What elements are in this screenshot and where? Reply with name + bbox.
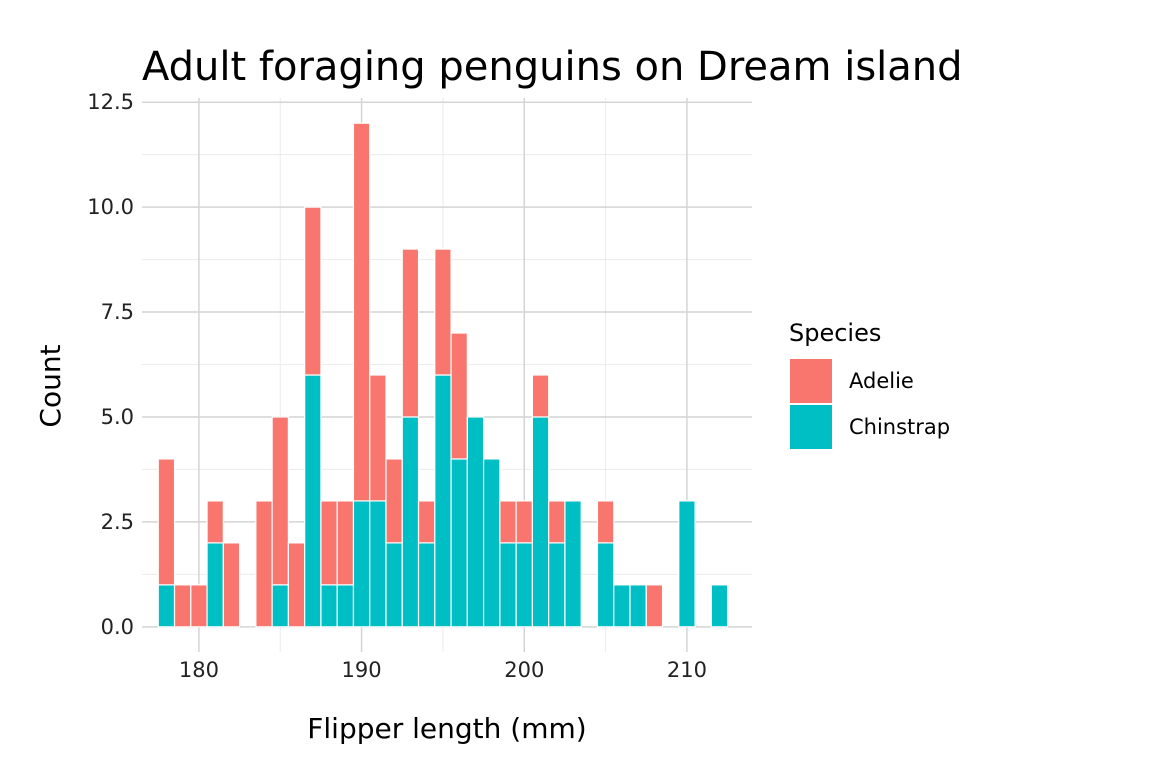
y-tick-label: 10.0 [87, 195, 134, 219]
bar-adelie-181 [206, 500, 224, 544]
bar-adelie-190 [352, 122, 371, 502]
bar-adelie-187 [304, 206, 322, 376]
x-tick-label: 210 [667, 658, 707, 682]
y-tick-label: 0.0 [101, 615, 134, 639]
bar-chinstrap-189 [336, 584, 355, 628]
bar-chinstrap-192 [385, 542, 403, 628]
bar-adelie-202 [548, 500, 566, 544]
y-axis-title: Count [34, 344, 67, 427]
bar-chinstrap-202 [548, 542, 566, 628]
grid-lines [142, 98, 752, 652]
bar-adelie-200 [515, 500, 534, 544]
bar-adelie-180 [190, 584, 208, 628]
bar-adelie-194 [417, 500, 436, 544]
bar-chinstrap-195 [434, 374, 452, 628]
bar-chinstrap-198 [483, 458, 501, 628]
bar-adelie-182 [222, 542, 241, 628]
bar-chinstrap-194 [417, 542, 436, 628]
bar-chinstrap-199 [499, 542, 517, 628]
bar-adelie-186 [287, 542, 306, 628]
bar-chinstrap-206 [613, 584, 631, 628]
x-tick-label: 180 [179, 658, 219, 682]
bar-adelie-193 [401, 248, 420, 418]
x-axis-ticks: 180 190 200 210 [179, 658, 707, 682]
bar-chinstrap-197 [466, 416, 485, 628]
bar-adelie-196 [450, 332, 468, 460]
bar-adelie-178 [157, 458, 176, 586]
bar-chinstrap-203 [564, 500, 582, 628]
bar-chinstrap-196 [450, 458, 468, 628]
x-axis-title: Flipper length (mm) [307, 712, 586, 745]
x-tick-label: 190 [342, 658, 382, 682]
legend: Species Adelie Chinstrap [789, 319, 950, 449]
legend-swatch-chinstrap [790, 405, 832, 449]
bar-adelie-179 [173, 584, 192, 628]
bar-adelie-184 [255, 500, 273, 628]
y-tick-label: 2.5 [101, 510, 134, 534]
legend-items: Adelie Chinstrap [790, 359, 950, 449]
y-tick-label: 12.5 [87, 90, 134, 114]
chart-title: Adult foraging penguins on Dream island [142, 44, 963, 90]
bar-chinstrap-201 [531, 416, 550, 628]
bar-chinstrap-210 [678, 500, 696, 628]
legend-swatch-adelie [790, 359, 832, 403]
bar-adelie-205 [596, 500, 615, 544]
bar-adelie-185 [271, 416, 289, 586]
x-tick-label: 200 [504, 658, 544, 682]
y-axis-ticks: 0.0 2.5 5.0 7.5 10.0 12.5 [87, 90, 134, 639]
bar-adelie-201 [531, 374, 550, 418]
y-tick-label: 5.0 [101, 405, 134, 429]
bar-adelie-188 [320, 500, 338, 586]
bar-chinstrap-188 [320, 584, 338, 628]
legend-label-adelie: Adelie [849, 369, 914, 393]
bar-chinstrap-207 [629, 584, 647, 628]
bar-chinstrap-190 [352, 500, 371, 628]
bar-chinstrap-191 [369, 500, 387, 628]
bars-layer [157, 122, 729, 628]
bar-adelie-189 [336, 500, 355, 586]
bar-adelie-199 [499, 500, 517, 544]
legend-label-chinstrap: Chinstrap [849, 415, 950, 439]
bar-chinstrap-193 [401, 416, 420, 628]
bar-chinstrap-185 [271, 584, 289, 628]
y-tick-label: 7.5 [101, 300, 134, 324]
bar-adelie-195 [434, 248, 452, 376]
legend-title: Species [789, 319, 881, 347]
bar-chinstrap-181 [206, 542, 224, 628]
bar-chinstrap-205 [596, 542, 615, 628]
bar-adelie-191 [369, 374, 387, 502]
bar-chinstrap-178 [157, 584, 176, 628]
bar-chinstrap-187 [304, 374, 322, 628]
bar-chinstrap-212 [710, 584, 729, 628]
bar-adelie-208 [645, 584, 664, 628]
bar-adelie-192 [385, 458, 403, 544]
bar-chinstrap-200 [515, 542, 534, 628]
